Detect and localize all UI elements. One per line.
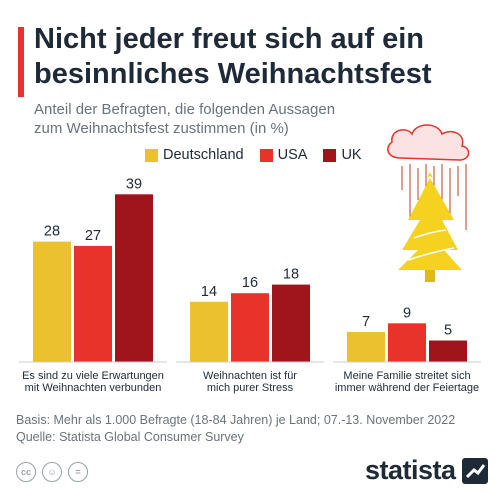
basis-note: Basis: Mehr als 1.000 Befragte (18-84 Ja… <box>16 413 456 427</box>
legend-item-uk: UK <box>323 147 362 163</box>
category-label-3: Meine Familie streitet sich immer während… <box>335 370 479 394</box>
bar-deutschland-3 <box>347 331 385 362</box>
christmas-tree-icon <box>398 172 462 282</box>
legend-swatch <box>259 148 273 162</box>
category-label-1: Es sind zu viele Erwartungen mit Weihnach… <box>22 370 164 394</box>
category-label-2: Weihnachten ist für mich purer Stress <box>203 370 297 394</box>
bar-usa-1 <box>74 245 112 362</box>
value-label-deutschland-3: 7 <box>362 314 370 330</box>
legend-item-deutschland: Deutschland <box>145 147 244 163</box>
legend-label: UK <box>341 147 362 163</box>
page-title: Nicht jeder freut sich auf ein besinnlic… <box>34 23 432 90</box>
bars-layer <box>33 194 467 362</box>
creative-commons-icon[interactable]: cc <box>16 462 36 482</box>
legend-swatch <box>323 148 337 162</box>
value-label-deutschland-2: 14 <box>201 284 217 300</box>
bar-deutschland-1 <box>33 241 71 362</box>
legend-label: USA <box>277 147 308 163</box>
title-accent-bar <box>18 27 24 97</box>
logo-text: statista <box>365 455 456 485</box>
source-note: Quelle: Statista Global Consumer Survey <box>16 430 244 444</box>
legend-label: Deutschland <box>163 147 244 163</box>
bar-chart: 28 27 39 14 16 18 7 9 5 Es sind zu viele Erwartu… <box>19 176 481 394</box>
legend-swatch <box>145 148 158 162</box>
value-label-uk-2: 18 <box>283 267 299 283</box>
bar-uk-2 <box>272 284 310 362</box>
legend: Deutschland USA UK <box>145 146 378 164</box>
rain-cloud-christmas-tree-illustration <box>387 124 470 282</box>
bar-deutschland-2 <box>190 301 228 362</box>
chart-subtitle: Anteil der Befragten, die folgenden Auss… <box>34 101 336 137</box>
bar-usa-2 <box>231 293 269 362</box>
bar-uk-3 <box>429 340 467 362</box>
category-labels-layer: Es sind zu viele Erwartungen mit Weihnach… <box>22 370 479 394</box>
bar-uk-1 <box>115 194 153 362</box>
value-label-uk-1: 39 <box>126 176 142 192</box>
legend-item-usa: USA <box>259 147 308 163</box>
statista-mark-icon <box>461 457 488 484</box>
value-labels-layer: 28 27 39 14 16 18 7 9 5 <box>44 176 452 338</box>
footer: Basis: Mehr als 1.000 Befragte (18-84 Ja… <box>16 412 455 446</box>
statista-logo[interactable]: statista <box>365 455 488 486</box>
no-derivatives-icon[interactable]: = <box>68 462 88 482</box>
attribution-person-icon[interactable]: ☺ <box>42 462 62 482</box>
license-icons: cc ☺ = <box>16 462 94 482</box>
value-label-usa-1: 27 <box>85 228 101 244</box>
value-label-uk-3: 5 <box>444 323 452 339</box>
bar-usa-3 <box>388 323 426 362</box>
value-label-deutschland-1: 28 <box>44 224 60 240</box>
cloud-icon <box>387 124 470 161</box>
value-label-usa-2: 16 <box>242 275 258 291</box>
value-label-usa-3: 9 <box>403 305 411 321</box>
